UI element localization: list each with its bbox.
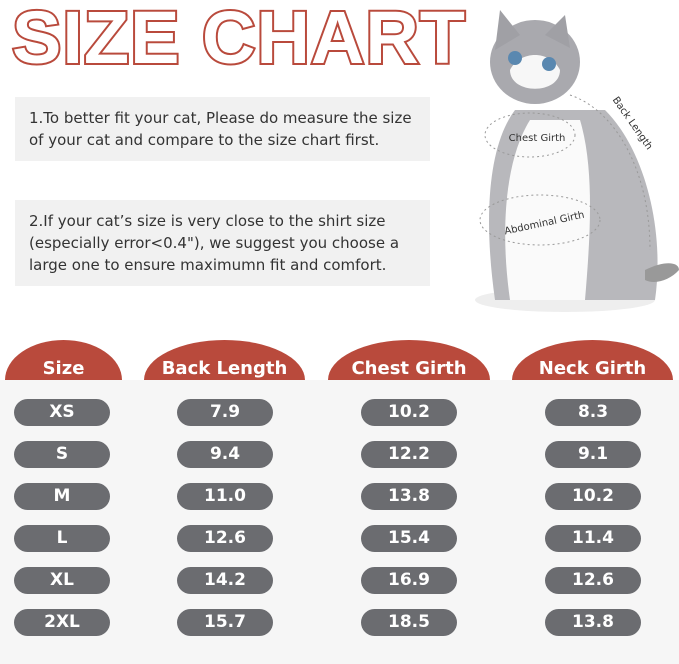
table-cell: 13.8 bbox=[545, 609, 641, 636]
table-cell: 12.2 bbox=[361, 441, 457, 468]
table-cell: 7.9 bbox=[177, 399, 273, 426]
chest-girth-label: Chest Girth bbox=[509, 133, 566, 144]
table-cell: 10.2 bbox=[361, 399, 457, 426]
table-cell: 15.7 bbox=[177, 609, 273, 636]
column-header: Size bbox=[5, 340, 122, 380]
note-1: 1.To better fit your cat, Please do meas… bbox=[15, 97, 430, 161]
table-cell: 13.8 bbox=[361, 483, 457, 510]
table-cell: 11.4 bbox=[545, 525, 641, 552]
table-cell: 11.0 bbox=[177, 483, 273, 510]
table-cell: 8.3 bbox=[545, 399, 641, 426]
table-cell: 10.2 bbox=[545, 483, 641, 510]
table-cell: S bbox=[14, 441, 110, 468]
note-2: 2.If your cat’s size is very close to th… bbox=[15, 200, 430, 286]
page-title: SIZE CHART bbox=[10, 0, 467, 80]
table-cell: 9.1 bbox=[545, 441, 641, 468]
table-cell: XL bbox=[14, 567, 110, 594]
table-cell: 15.4 bbox=[361, 525, 457, 552]
table-cell: XS bbox=[14, 399, 110, 426]
table-cell: 2XL bbox=[14, 609, 110, 636]
table-cell: L bbox=[14, 525, 110, 552]
table-cell: 12.6 bbox=[177, 525, 273, 552]
table-cell: 16.9 bbox=[361, 567, 457, 594]
table-cell: 9.4 bbox=[177, 441, 273, 468]
column-header: Neck Girth bbox=[512, 340, 673, 380]
column-header: Back Length bbox=[144, 340, 305, 380]
table-cell: 18.5 bbox=[361, 609, 457, 636]
column-header: Chest Girth bbox=[328, 340, 490, 380]
table-cell: 14.2 bbox=[177, 567, 273, 594]
table-cell: M bbox=[14, 483, 110, 510]
table-cell: 12.6 bbox=[545, 567, 641, 594]
cat-photo: Chest Girth Abdominal Girth Back Length bbox=[475, 10, 679, 312]
